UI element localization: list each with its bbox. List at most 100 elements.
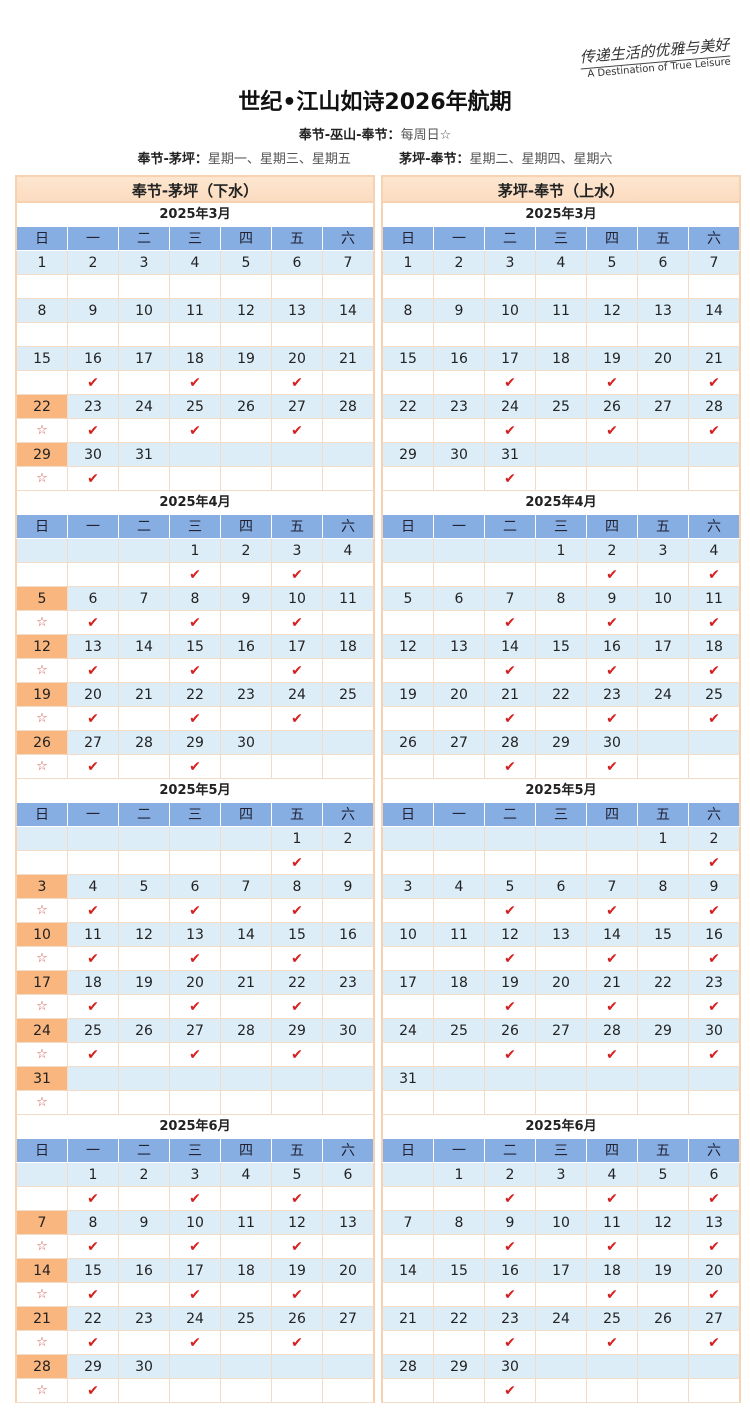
date-cell: 3: [638, 539, 689, 563]
date-cell: 24: [381, 1019, 434, 1043]
date-cell: 24: [485, 395, 536, 419]
check-icon: ✔: [587, 947, 638, 971]
date-cell: 3: [381, 875, 434, 899]
date-cell: [689, 443, 741, 467]
date-cell: 20: [638, 347, 689, 371]
date-cell: [221, 443, 272, 467]
check-icon: ✔: [587, 1283, 638, 1307]
check-icon: ✔: [689, 611, 741, 635]
sailing-mark-row: ☆ ✔ ✔ ✔: [15, 611, 375, 635]
date-cell: 1: [638, 827, 689, 851]
date-cell: 14: [15, 1259, 68, 1283]
date-cell: 10: [170, 1211, 221, 1235]
empty-mark-cell: [689, 323, 741, 347]
date-row: 28 29 30: [15, 1355, 375, 1379]
empty-mark-cell: [323, 851, 375, 875]
route-up-value: 星期二、星期四、星期六: [469, 152, 613, 167]
date-cell: [536, 1067, 587, 1091]
check-icon: ✔: [170, 659, 221, 683]
check-icon: ✔: [485, 611, 536, 635]
date-cell: 11: [170, 299, 221, 323]
check-icon: ✔: [272, 1283, 323, 1307]
empty-mark-cell: [536, 1187, 587, 1211]
check-icon: ✔: [485, 1187, 536, 1211]
weekday-cell: 六: [689, 803, 741, 827]
date-cell: 26: [272, 1307, 323, 1331]
month-title: 2025年6月: [15, 1115, 375, 1139]
weekday-cell: 三: [536, 515, 587, 539]
empty-mark-cell: [323, 275, 375, 299]
empty-mark-cell: [638, 1379, 689, 1403]
date-cell: 19: [221, 347, 272, 371]
brand-logo: 传递生活的优雅与美好 A Destination of True Leisure: [578, 33, 731, 81]
date-cell: 11: [689, 587, 741, 611]
weekday-cell: 六: [689, 1139, 741, 1163]
date-cell: [689, 1355, 741, 1379]
date-cell: 16: [68, 347, 119, 371]
date-cell: 31: [15, 1067, 68, 1091]
route-loop-label: 奉节-巫山-奉节：: [298, 128, 401, 143]
date-cell: 9: [68, 299, 119, 323]
date-cell: 22: [638, 971, 689, 995]
date-row: 8 9 10 11 12 13 14: [15, 299, 375, 323]
date-cell: 9: [587, 587, 638, 611]
weekday-cell: 四: [221, 227, 272, 251]
date-row: 24 25 26 27 28 29 30: [15, 1019, 375, 1043]
date-cell: [638, 1067, 689, 1091]
empty-mark-cell: [15, 371, 68, 395]
date-cell: 7: [323, 251, 375, 275]
check-icon: ✔: [272, 563, 323, 587]
date-cell: 2: [323, 827, 375, 851]
date-cell: 24: [15, 1019, 68, 1043]
weekday-cell: 一: [434, 1139, 485, 1163]
check-icon: ✔: [170, 995, 221, 1019]
check-icon: ✔: [272, 1331, 323, 1355]
date-cell: 16: [587, 635, 638, 659]
sailing-mark-row: ☆ ✔ ✔: [15, 755, 375, 779]
empty-mark-cell: [638, 1283, 689, 1307]
weekday-cell: 一: [434, 227, 485, 251]
check-icon: ✔: [485, 1235, 536, 1259]
date-cell: 28: [485, 731, 536, 755]
date-cell: 12: [485, 923, 536, 947]
empty-mark-cell: [119, 1235, 170, 1259]
date-row: 15 16 17 18 19 20 21: [15, 347, 375, 371]
date-cell: 19: [587, 347, 638, 371]
check-icon: ✔: [272, 419, 323, 443]
weekday-cell: 五: [272, 1139, 323, 1163]
date-cell: [170, 1355, 221, 1379]
check-icon: ✔: [689, 1331, 741, 1355]
date-cell: 25: [434, 1019, 485, 1043]
date-cell: 23: [587, 683, 638, 707]
empty-mark-cell: [68, 275, 119, 299]
route-loop: 奉节-巫山-奉节：每周日☆: [0, 124, 750, 143]
date-cell: 23: [68, 395, 119, 419]
empty-mark-cell: [638, 1235, 689, 1259]
check-icon: ✔: [272, 707, 323, 731]
weekday-cell: 五: [272, 803, 323, 827]
sailing-mark-row: ✔ ✔ ✔: [381, 611, 741, 635]
date-cell: [381, 827, 434, 851]
date-cell: [221, 1067, 272, 1091]
empty-mark-cell: [323, 707, 375, 731]
date-cell: 24: [272, 683, 323, 707]
empty-mark-cell: [638, 563, 689, 587]
check-icon: ✔: [272, 995, 323, 1019]
date-cell: 20: [68, 683, 119, 707]
empty-mark-cell: [272, 467, 323, 491]
route-down: 奉节-茅坪：星期一、星期三、星期五: [138, 148, 351, 167]
date-cell: 2: [587, 539, 638, 563]
weekday-cell: 五: [638, 227, 689, 251]
empty-mark-cell: [68, 851, 119, 875]
check-icon: ✔: [68, 419, 119, 443]
empty-mark-cell: [119, 371, 170, 395]
date-cell: 4: [221, 1163, 272, 1187]
date-cell: 27: [536, 1019, 587, 1043]
date-cell: [119, 539, 170, 563]
date-row: 15 16 17 18 19 20 21: [381, 347, 741, 371]
date-cell: 31: [119, 443, 170, 467]
date-cell: 28: [119, 731, 170, 755]
empty-mark-cell: [15, 323, 68, 347]
